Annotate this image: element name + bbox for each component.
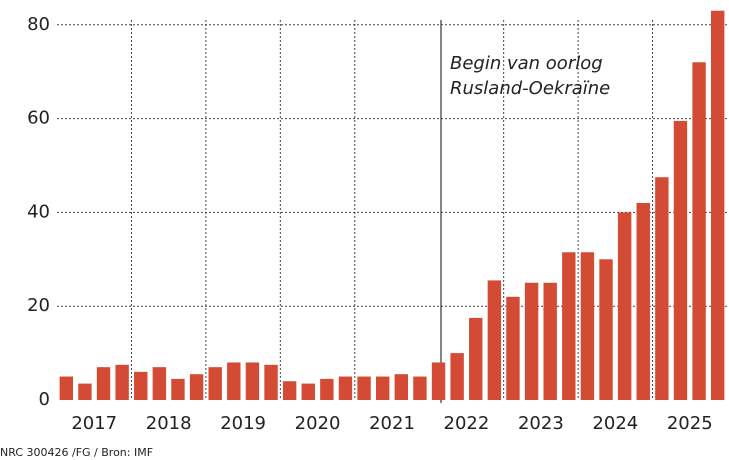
x-group-label: 2023	[518, 413, 564, 434]
bar	[59, 376, 74, 400]
bar	[562, 252, 576, 400]
bar	[338, 376, 353, 400]
x-group-label: 2018	[146, 413, 192, 434]
bar	[599, 259, 613, 400]
bar	[301, 383, 315, 400]
annotation: Begin van oorlog	[450, 53, 603, 74]
bar	[413, 376, 427, 400]
bar	[580, 252, 595, 400]
bar	[431, 362, 446, 400]
x-group-label: 2017	[71, 413, 117, 434]
bar	[245, 362, 260, 400]
bar	[487, 280, 502, 400]
y-tick-label: 20	[27, 295, 50, 316]
bar	[543, 282, 557, 400]
x-group-label: 2025	[667, 413, 713, 434]
bar	[673, 120, 688, 401]
x-group-label: 2024	[592, 413, 638, 434]
bar	[208, 367, 222, 400]
bar	[506, 296, 520, 400]
bar	[96, 367, 111, 400]
y-tick-label: 80	[27, 14, 50, 35]
bar	[710, 10, 725, 400]
bar	[524, 282, 539, 400]
source: NRC 300426 /FG / Bron: IMF	[0, 446, 153, 459]
y-tick-label: 40	[27, 201, 50, 222]
bar	[78, 383, 92, 400]
x-group-label: 2019	[220, 413, 266, 434]
bar	[227, 362, 241, 400]
bar	[115, 364, 129, 400]
bar	[282, 381, 297, 400]
bar	[617, 212, 632, 400]
annotation: Rusland-Oekraïne	[450, 78, 610, 99]
bar	[264, 364, 278, 400]
bar	[636, 203, 650, 400]
bar	[189, 374, 204, 400]
bar	[171, 378, 185, 400]
bar	[394, 374, 409, 400]
x-group-label: 2021	[369, 413, 415, 434]
bar	[469, 317, 483, 400]
bar	[692, 62, 706, 401]
bar	[655, 177, 669, 400]
bar	[134, 371, 148, 400]
y-tick-label: 60	[27, 108, 50, 129]
bar	[357, 376, 371, 400]
x-group-label: 2022	[444, 413, 490, 434]
bar	[152, 367, 167, 400]
y-tick-label: 0	[39, 389, 50, 410]
x-group-label: 2020	[295, 413, 341, 434]
bar	[375, 376, 390, 400]
bar	[450, 353, 464, 400]
bar	[320, 378, 334, 400]
